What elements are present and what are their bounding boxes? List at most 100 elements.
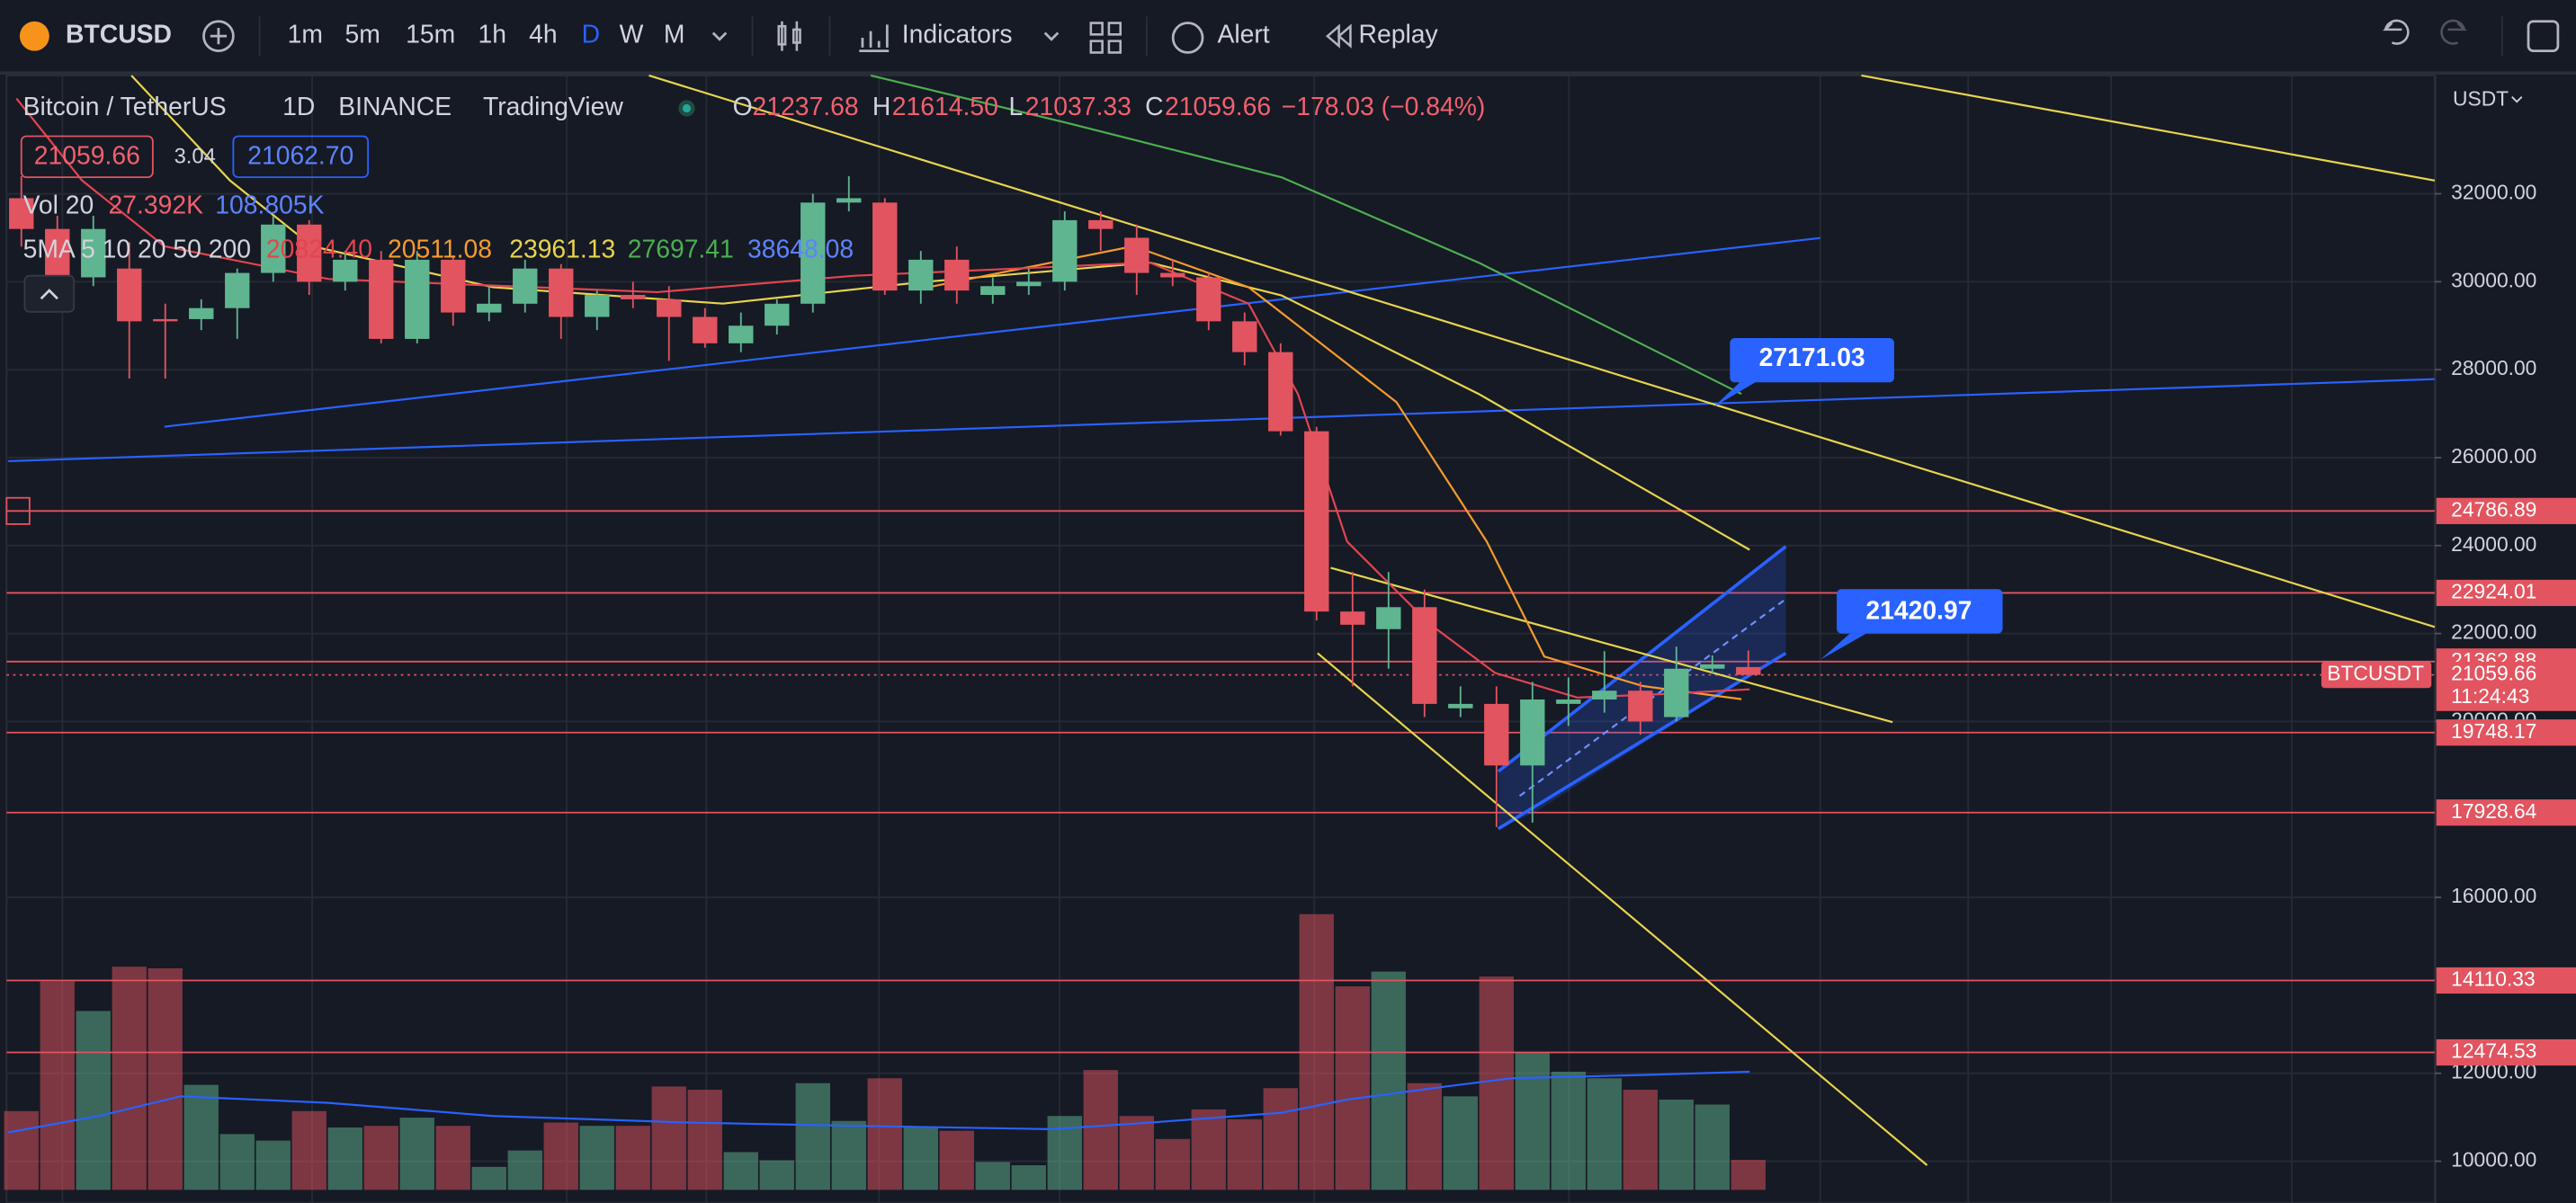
candle-body — [1664, 668, 1689, 717]
candle-body — [908, 259, 934, 291]
y-tick-label: 26000.00 — [2451, 444, 2536, 468]
interval[interactable]: W — [620, 20, 644, 49]
channel-bottom — [1497, 651, 1787, 831]
vol-label: Vol 20 — [23, 190, 94, 218]
fullscreen[interactable] — [2527, 20, 2560, 52]
interval[interactable]: 5m — [345, 20, 380, 49]
currency-menu[interactable] — [2511, 96, 2523, 103]
candle-body — [765, 303, 790, 326]
volume-bar — [1443, 1096, 1478, 1190]
volume-bar — [219, 1134, 255, 1190]
layout-icon[interactable] — [1089, 22, 1122, 54]
interval[interactable]: 1m — [288, 20, 323, 49]
ask: 21062.70 — [247, 141, 353, 170]
trendline — [164, 236, 1820, 428]
price-tag-label: 14110.33 — [2451, 967, 2535, 991]
candle-body — [1304, 431, 1329, 612]
interval[interactable]: 4h — [529, 20, 557, 49]
price-lines — [5, 496, 2435, 1054]
trendline — [648, 74, 2436, 628]
legend-interval: 1D — [282, 92, 315, 120]
candle-body — [1340, 611, 1365, 625]
undo[interactable] — [2383, 19, 2410, 45]
y-tick-label: 10000.00 — [2451, 1148, 2536, 1172]
ma-green — [870, 74, 1742, 396]
volume-bar — [255, 1140, 291, 1190]
y-tick-label: 30000.00 — [2451, 268, 2536, 291]
callout-pointer — [1820, 633, 1866, 660]
ask-box[interactable] — [232, 135, 370, 179]
price-tag-label: 22924.01 — [2451, 579, 2536, 602]
indicators-menu[interactable] — [1043, 31, 1060, 41]
candle-body — [45, 228, 70, 278]
candle-body — [585, 295, 610, 317]
volume-bar — [1731, 1160, 1766, 1190]
candle-body — [1124, 237, 1149, 273]
callouts: 27171.03 21420.97 — [1713, 338, 2003, 660]
indicators[interactable]: Indicators — [902, 20, 1013, 49]
interval[interactable]: D — [582, 20, 600, 49]
alert[interactable]: Alert — [1217, 20, 1269, 49]
interval[interactable]: 1h — [479, 20, 506, 49]
interval-menu[interactable] — [711, 31, 728, 41]
add-icon — [210, 28, 228, 45]
price-line-handle[interactable] — [5, 496, 31, 525]
price-tag — [2436, 967, 2576, 994]
toolbar-bg — [0, 0, 2576, 73]
volume-bar — [1515, 1052, 1550, 1190]
trendline — [1317, 652, 1928, 1166]
candle-body — [657, 299, 682, 317]
currency[interactable]: USDT — [2453, 86, 2509, 110]
volume-bars — [4, 913, 1766, 1190]
toolbar: BTCUSD 1m 5m 15m 1h 4h D W M Indicators Alert R… — [0, 0, 2576, 76]
candle-body — [1448, 703, 1473, 708]
volume-bar — [1659, 1100, 1694, 1190]
candle-body — [980, 286, 1006, 296]
bid-box[interactable] — [20, 135, 154, 179]
alert-icon — [1171, 22, 1204, 54]
price-axis: 32000.00 30000.00 28000.00 26000.00 24000.00… — [2321, 181, 2576, 1172]
volume-bar — [615, 1126, 650, 1190]
callout-pointer — [1713, 380, 1758, 407]
volume-bar — [183, 1084, 219, 1190]
candle-body — [693, 316, 718, 343]
channel-top — [1497, 545, 1787, 773]
volume-bar — [1227, 1118, 1262, 1190]
candle-body — [1160, 272, 1185, 278]
candle-body — [189, 307, 214, 319]
candle-body — [297, 224, 322, 282]
y-tick-label: 32000.00 — [2451, 181, 2536, 204]
interval[interactable]: 15m — [406, 20, 455, 49]
last-price-tag — [2436, 662, 2576, 711]
volume-bar — [1371, 971, 1406, 1190]
low-label: L — [1008, 92, 1023, 120]
ma-value: 27697.41 — [628, 235, 734, 263]
legend: Bitcoin / TetherUS 1D BINANCE TradingVie… — [20, 92, 1485, 313]
candle-body — [1520, 699, 1545, 766]
interval[interactable]: M — [664, 20, 685, 49]
candle-body — [81, 228, 106, 278]
candle-body — [1628, 691, 1653, 722]
high-value: 21614.50 — [892, 92, 998, 120]
open-label: O — [733, 92, 753, 120]
volume-bar — [723, 1152, 758, 1190]
volume-ma — [7, 1070, 1750, 1134]
chart-type[interactable] — [777, 21, 801, 51]
collapse-legend[interactable] — [23, 274, 76, 313]
indicators-icon — [859, 24, 890, 52]
close-label: C — [1145, 92, 1163, 120]
candle-body — [261, 224, 286, 273]
volume-bar — [867, 1078, 902, 1190]
volume-bar — [1587, 1078, 1622, 1190]
symbol[interactable]: BTCUSD — [66, 20, 172, 49]
ma-value: 20824.40 — [266, 235, 372, 263]
volume-bar — [1479, 976, 1514, 1190]
symbol-tag-label: BTCUSDT — [2327, 662, 2424, 685]
drawings — [8, 74, 2436, 1166]
callout-box — [1837, 589, 2003, 634]
volume-bar — [579, 1126, 614, 1190]
replay[interactable]: Replay — [1359, 20, 1439, 49]
volume-bar — [507, 1150, 542, 1190]
redo[interactable] — [2440, 19, 2467, 45]
add-symbol[interactable] — [202, 20, 235, 52]
